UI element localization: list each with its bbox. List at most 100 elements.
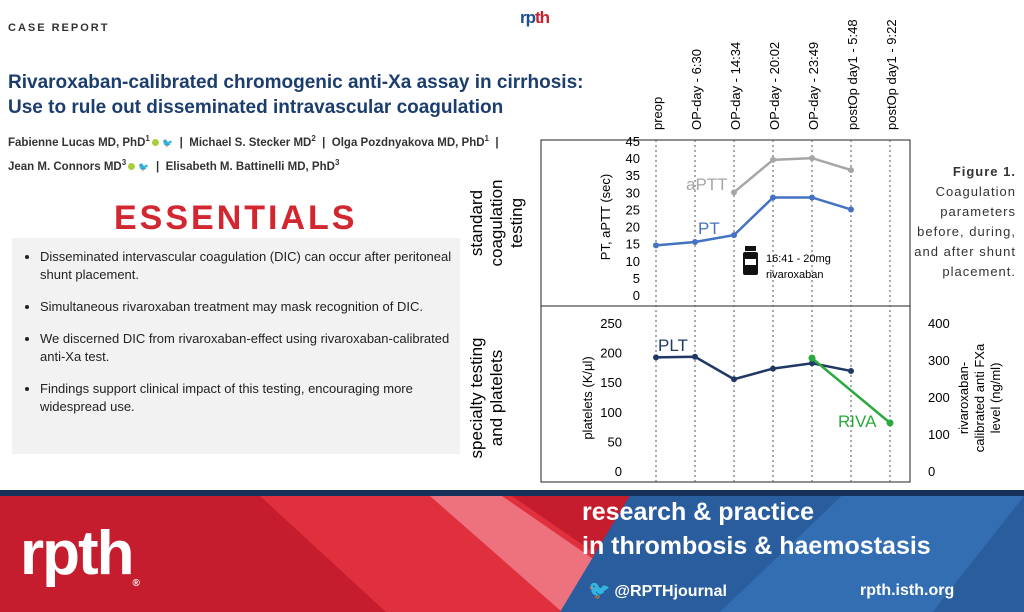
y-tick-label: 5	[633, 271, 640, 286]
panel-2-y2-axis-title-2: calibrated anti FXa	[972, 343, 987, 452]
y-tick-label: 20	[626, 220, 640, 235]
figure-caption-text: Coagulation parameters before, during, a…	[914, 184, 1016, 279]
series-label-aptt: aPTT	[686, 175, 728, 194]
footer-twitter-link[interactable]: 🐦 @RPTHjournal	[588, 580, 727, 601]
y-tick-label: 30	[626, 185, 640, 200]
footer-journal-line-1: research & practice	[582, 498, 815, 526]
row-label-platelets: and platelets	[487, 350, 506, 446]
y2-tick-label: 0	[928, 464, 935, 479]
panel-1-y-ticks: 0 5 10 15 20 25 30 35 40 45	[626, 134, 640, 303]
panel-1-frame	[540, 139, 911, 307]
author-affiliation: 1	[145, 134, 150, 143]
plt-point	[809, 360, 815, 367]
footer-rpth-logo: rpth®	[20, 519, 140, 589]
pt-point	[770, 194, 776, 201]
footer-logo-text: rpth	[20, 519, 135, 588]
y-tick-label: 200	[600, 346, 622, 361]
author-affiliation: 3	[121, 157, 127, 167]
x-tick-label: OP-day - 14:34	[728, 42, 743, 130]
y-tick-label: 0	[633, 288, 640, 303]
x-tick-label: postOp day1 - 5:48	[845, 19, 860, 130]
aptt-line	[733, 156, 852, 194]
twitter-icon[interactable]: 🐦	[138, 161, 150, 172]
panel-2-series	[653, 353, 894, 427]
rpth-logo: rpth	[520, 8, 550, 28]
footer-website-link[interactable]: rpth.isth.org	[860, 582, 955, 599]
y-tick-label: 100	[600, 405, 622, 420]
pt-line	[655, 196, 852, 247]
orcid-icon[interactable]	[151, 139, 159, 147]
case-report-label: CASE REPORT	[8, 22, 110, 34]
y-tick-label: 25	[626, 202, 640, 217]
twitter-icon: 🐦	[588, 580, 611, 600]
plt-point	[692, 353, 698, 360]
y2-tick-label: 300	[928, 353, 950, 368]
y-tick-label: 35	[626, 168, 640, 183]
panel-2-y2-ticks: 0 100 200 300 400	[928, 316, 950, 479]
rpth-logo-text: rpth	[520, 8, 550, 27]
y-tick-label: 10	[626, 254, 640, 269]
article-title: Rivaroxaban-calibrated chromogenic anti-…	[8, 70, 588, 120]
aptt-point	[770, 156, 776, 163]
y-tick-label: 150	[600, 375, 622, 390]
essentials-box: Disseminated intervascular coagulation (…	[12, 238, 460, 454]
x-tick-label: OP-day - 23:49	[806, 42, 821, 130]
journal-footer: rpth® research & practice in thrombosis …	[0, 490, 1024, 612]
row-label-testing: testing	[507, 198, 526, 248]
annotation-drug: rivaroxaban	[766, 269, 823, 281]
essentials-item: Simultaneous rivaroxaban treatment may m…	[40, 298, 454, 316]
twitter-icon[interactable]: 🐦	[162, 137, 174, 148]
x-axis-labels: preop OP-day - 6:30 OP-day - 14:34 OP-day -…	[650, 19, 899, 130]
title-line-2: Use to rule out disseminated intravascul…	[8, 97, 504, 118]
orcid-icon[interactable]	[128, 163, 136, 171]
x-tick-label: OP-day - 20:02	[767, 42, 782, 130]
author-affiliation: 3	[334, 157, 340, 167]
pt-point	[731, 232, 737, 239]
annotation-time: 16:41 - 20mg	[766, 253, 831, 265]
title-line-1: Rivaroxaban-calibrated chromogenic anti-…	[8, 72, 584, 93]
panel-2-y2-axis-title-3: level (ng/ml)	[988, 363, 1003, 434]
series-label-riva: RIVA	[838, 412, 877, 431]
y2-tick-label: 200	[928, 390, 950, 405]
plt-point	[770, 365, 776, 372]
y-tick-label: 50	[608, 434, 622, 449]
row-label-coagulation: coagulation	[487, 180, 506, 267]
plt-point	[848, 367, 854, 374]
aptt-point	[848, 167, 854, 174]
author-affiliation: 1	[484, 134, 489, 143]
y-tick-label: 250	[600, 316, 622, 331]
x-tick-label: OP-day - 6:30	[689, 49, 704, 130]
panel-2-y2-axis-title-1: rivaroxaban-	[956, 362, 971, 434]
author-affiliation: 2	[311, 134, 316, 143]
y2-tick-label: 400	[928, 316, 950, 331]
aptt-point	[809, 155, 815, 162]
author-name: Michael S. Stecker MD	[189, 136, 312, 149]
pt-point	[692, 238, 698, 245]
essentials-list: Disseminated intervascular coagulation (…	[40, 248, 454, 430]
y-tick-label: 40	[626, 151, 640, 166]
plt-point	[653, 354, 659, 361]
plt-point	[731, 376, 737, 383]
panel-2-y-axis-title: platelets (K/µl)	[580, 356, 595, 439]
pt-point	[848, 206, 854, 213]
footer-journal-line-2: in thrombosis & haemostasis	[582, 532, 931, 560]
author-name: Jean M. Connors MD	[8, 160, 122, 173]
panel-2-frame	[540, 305, 911, 483]
y-tick-label: 15	[626, 237, 640, 252]
essentials-item: Findings support clinical impact of this…	[40, 380, 454, 416]
essentials-item: Disseminated intervascular coagulation (…	[40, 248, 454, 284]
panel-1-y-axis-title: PT, aPTT (sec)	[598, 174, 613, 260]
essentials-heading: ESSENTIALS	[114, 199, 358, 237]
figure-caption-title: Figure 1.	[952, 164, 1016, 179]
author-name: Fabienne Lucas MD, PhD	[8, 136, 146, 149]
series-label-pt: PT	[698, 219, 720, 238]
row-label-specialty: specialty testing	[467, 338, 486, 459]
series-label-plt: PLT	[658, 336, 688, 355]
riva-point	[886, 419, 894, 427]
author-list: Fabienne Lucas MD, PhD1 🐦 | Michael S. S…	[8, 134, 499, 173]
pt-point	[809, 194, 815, 201]
plt-line	[655, 355, 852, 381]
author-name: Elisabeth M. Battinelli MD, PhD	[165, 160, 335, 173]
panel-1-series	[653, 155, 854, 249]
x-tick-label: postOp day1 - 9:22	[884, 19, 899, 130]
